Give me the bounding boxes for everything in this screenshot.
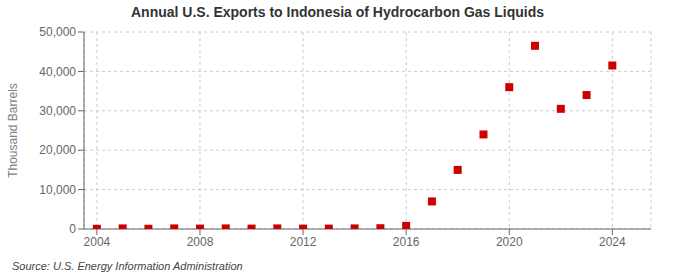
svg-text:30,000: 30,000 <box>39 104 76 118</box>
svg-text:2004: 2004 <box>84 235 111 249</box>
svg-text:Thousand Barrels: Thousand Barrels <box>8 83 20 178</box>
svg-text:2024: 2024 <box>599 235 626 249</box>
svg-text:40,000: 40,000 <box>39 65 76 79</box>
svg-text:20,000: 20,000 <box>39 143 76 157</box>
svg-text:2016: 2016 <box>393 235 420 249</box>
svg-text:2008: 2008 <box>187 235 214 249</box>
svg-text:2020: 2020 <box>496 235 523 249</box>
html-text:Annual U.S. Exports to Indones: Annual U.S. Exports to Indonesia of Hydr… <box>131 4 544 20</box>
svg-text:0: 0 <box>69 222 76 236</box>
svg-text:50,000: 50,000 <box>39 25 76 39</box>
svg-text:2012: 2012 <box>290 235 317 249</box>
svg-text:10,000: 10,000 <box>39 183 76 197</box>
html-text:Source: U.S. Energy Informatio: Source: U.S. Energy Information Administ… <box>12 260 243 272</box>
